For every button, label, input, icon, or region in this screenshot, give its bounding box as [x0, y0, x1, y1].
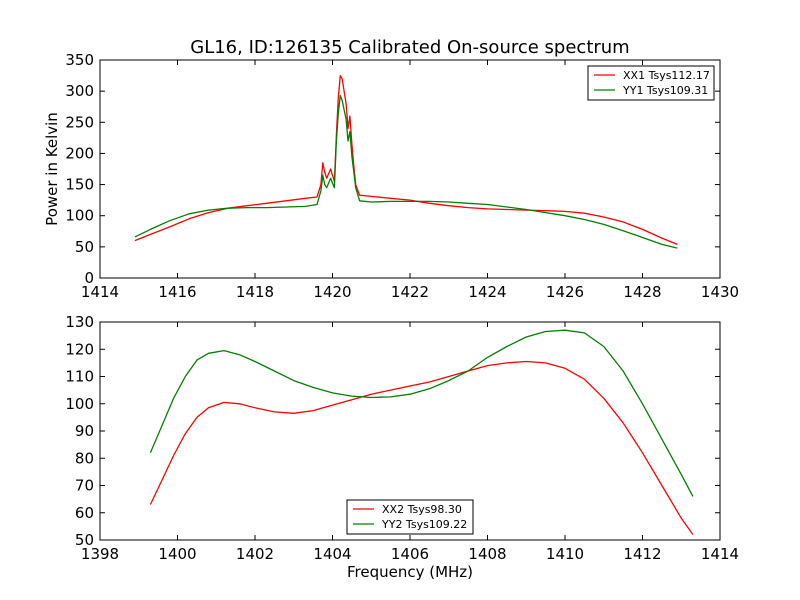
x-tick-label: 1404 [313, 545, 351, 563]
series-line-2 [134, 94, 678, 249]
x-tick-label: 1426 [546, 283, 584, 301]
x-tick-label: 1430 [701, 283, 739, 301]
series-line-2 [149, 329, 694, 497]
x-tick-label: 1400 [158, 545, 196, 563]
figure-title: GL16, ID:126135 Calibrated On-source spe… [190, 37, 629, 58]
legend-label: XX2 Tsys98.30 [382, 503, 462, 516]
x-tick-label: 1406 [391, 545, 429, 563]
x-tick-label: 1398 [81, 545, 119, 563]
y-tick-label: 250 [65, 113, 94, 131]
y-tick-label: 50 [75, 531, 94, 549]
y-tick-label: 350 [65, 51, 94, 69]
legend-box [587, 65, 715, 101]
y-tick-label: 300 [65, 82, 94, 100]
y-tick-label: 50 [75, 238, 94, 256]
y-tick-label: 200 [65, 144, 94, 162]
legend-label: YY1 Tsys109.31 [622, 84, 708, 97]
y-tick-label: 80 [75, 449, 94, 467]
y-axis-label: Power in Kelvin [43, 112, 61, 226]
y-tick-label: 100 [65, 395, 94, 413]
y-tick-label: 150 [65, 176, 94, 194]
x-tick-label: 1414 [701, 545, 739, 563]
y-tick-label: 90 [75, 422, 94, 440]
y-tick-label: 60 [75, 504, 94, 522]
x-tick-label: 1414 [81, 283, 119, 301]
x-tick-label: 1422 [391, 283, 429, 301]
legend-box [346, 499, 474, 535]
top-panel-chart: 1414 1416 1418 1420 1422 1424 1426 1428 1430 0 50 1… [43, 51, 739, 301]
bottom-panel-chart: 1398 1400 1402 1404 1406 1408 1410 1412 1414 50 60… [65, 313, 739, 581]
x-tick-label: 1412 [623, 545, 661, 563]
x-tick-label: 1408 [468, 545, 506, 563]
x-tick-label: 1428 [623, 283, 661, 301]
x-tick-label: 1424 [468, 283, 506, 301]
y-tick-label: 100 [65, 207, 94, 225]
x-axis-label: Frequency (MHz) [347, 563, 473, 581]
x-tick-label: 1410 [546, 545, 584, 563]
y-tick-label: 130 [65, 313, 94, 331]
x-tick-label: 1420 [313, 283, 351, 301]
y-tick-label: 110 [65, 368, 94, 386]
x-tick-label: 1416 [158, 283, 196, 301]
x-tick-label: 1402 [236, 545, 274, 563]
x-tick-label: 1418 [236, 283, 274, 301]
y-tick-label: 0 [84, 269, 94, 287]
legend-label: YY2 Tsys109.22 [381, 518, 467, 531]
y-tick-label: 120 [65, 340, 94, 358]
y-tick-label: 70 [75, 477, 94, 495]
series-line-1 [149, 360, 694, 535]
legend-label: XX1 Tsys112.17 [623, 69, 710, 82]
